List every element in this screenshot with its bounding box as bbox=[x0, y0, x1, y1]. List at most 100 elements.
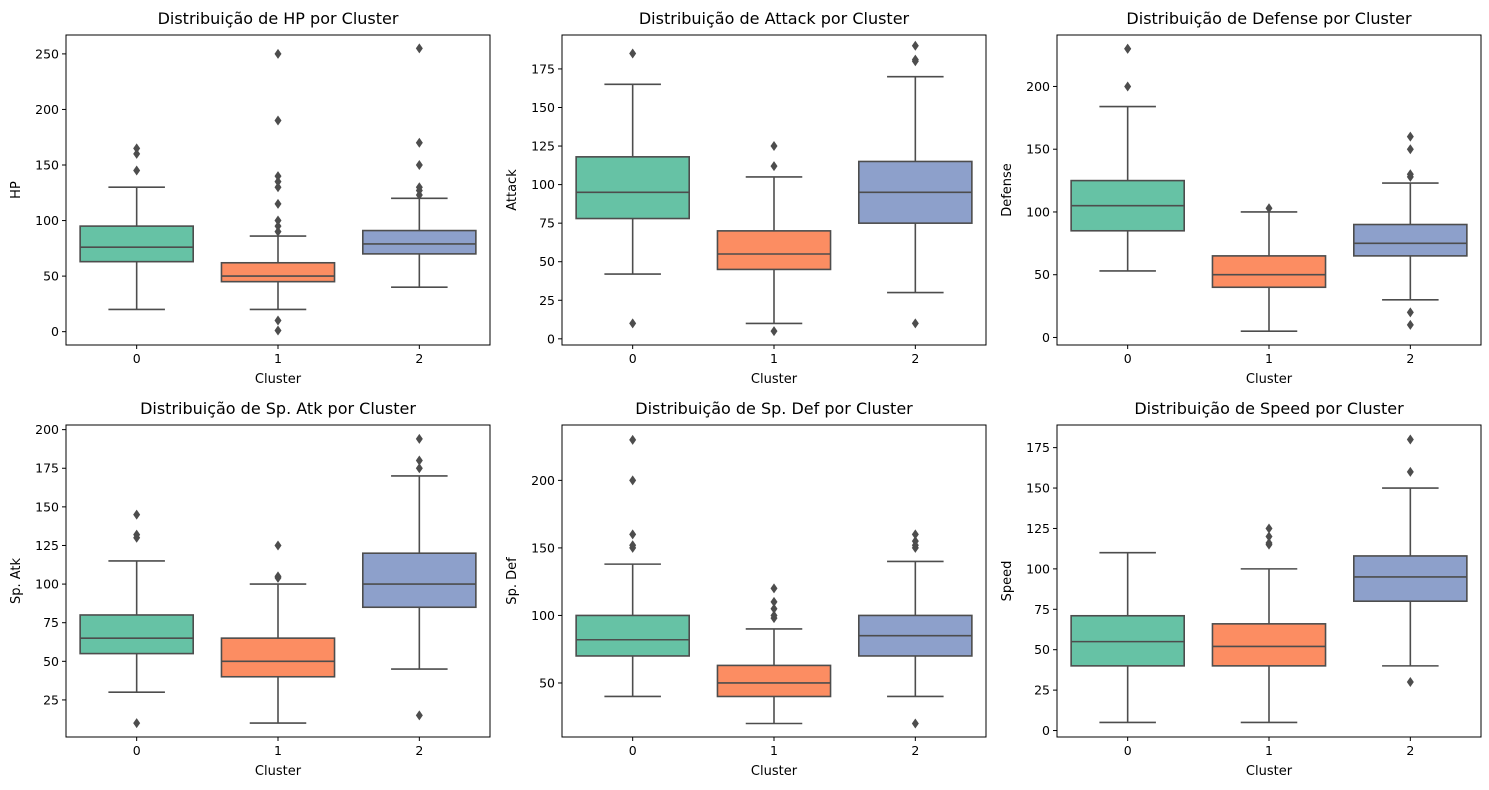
y-axis-label: Sp. Atk bbox=[9, 558, 24, 605]
y-tick-label: 100 bbox=[531, 608, 555, 623]
outlier-point bbox=[1406, 131, 1414, 142]
y-tick-label: 125 bbox=[531, 139, 555, 154]
y-tick-label: 200 bbox=[35, 102, 59, 117]
box-cluster-2 bbox=[1353, 434, 1468, 688]
chart-title: Distribuição de Defense por Cluster bbox=[1126, 9, 1412, 28]
chart-title: Distribuição de Speed por Cluster bbox=[1134, 399, 1404, 418]
x-axis-label: Cluster bbox=[255, 764, 302, 779]
outlier-point bbox=[133, 509, 141, 520]
y-tick-label: 75 bbox=[1034, 602, 1050, 617]
x-tick-label: 2 bbox=[911, 351, 919, 366]
y-tick-label: 50 bbox=[43, 269, 59, 284]
box-iqr bbox=[716, 230, 832, 271]
outlier-point bbox=[629, 529, 637, 540]
subplot-0: Distribuição de HP por Cluster 0 50 100 150 2… bbox=[9, 9, 491, 387]
y-tick-label: 175 bbox=[1026, 440, 1050, 455]
y-tick-label: 0 bbox=[51, 324, 59, 339]
x-tick-label: 2 bbox=[415, 743, 423, 758]
y-tick-label: 150 bbox=[35, 499, 59, 514]
outlier-point bbox=[415, 43, 423, 54]
x-tick-label: 1 bbox=[770, 743, 778, 758]
y-tick-label: 100 bbox=[531, 177, 555, 192]
y-tick-label: 50 bbox=[1034, 267, 1050, 282]
axes-frame bbox=[1056, 424, 1482, 738]
y-tick-label: 175 bbox=[35, 461, 59, 476]
box-cluster-1 bbox=[1211, 203, 1327, 332]
outlier-point bbox=[415, 137, 423, 148]
subplot-1: Distribuição de Attack por Cluster 0 25 50 7… bbox=[505, 9, 987, 387]
x-tick-label: 0 bbox=[1124, 743, 1132, 758]
outlier-point bbox=[274, 48, 282, 59]
outlier-point bbox=[274, 182, 282, 193]
y-tick-label: 250 bbox=[35, 46, 59, 61]
outlier-point bbox=[1124, 81, 1132, 92]
y-tick-label: 0 bbox=[547, 331, 555, 346]
outlier-point bbox=[1406, 677, 1414, 688]
y-tick-label: 100 bbox=[1026, 204, 1050, 219]
box-iqr bbox=[1211, 255, 1327, 289]
box-cluster-2 bbox=[1353, 131, 1468, 330]
axes-frame bbox=[561, 34, 987, 346]
y-tick-label: 200 bbox=[1026, 79, 1050, 94]
box-cluster-0 bbox=[575, 434, 691, 698]
box-cluster-1 bbox=[716, 141, 832, 337]
outlier-point bbox=[415, 455, 423, 466]
x-tick-label: 0 bbox=[1124, 351, 1132, 366]
subplot-4: Distribuição de Sp. Def por Cluster 50 100… bbox=[505, 399, 987, 779]
x-tick-label: 0 bbox=[629, 743, 637, 758]
x-axis-label: Cluster bbox=[751, 372, 798, 387]
outlier-point bbox=[1406, 144, 1414, 155]
outlier-point bbox=[274, 226, 282, 237]
box-iqr bbox=[575, 156, 691, 220]
subplot-5: Distribuição de Speed por Cluster 0 25 50 75… bbox=[1000, 399, 1482, 779]
outlier-point bbox=[1406, 169, 1414, 180]
outlier-point bbox=[1406, 434, 1414, 445]
outlier-point bbox=[274, 221, 282, 232]
x-axis-label: Cluster bbox=[1246, 764, 1293, 779]
y-tick-label: 25 bbox=[43, 692, 59, 707]
y-tick-label: 100 bbox=[35, 213, 59, 228]
y-tick-label: 50 bbox=[43, 654, 59, 669]
x-tick-label: 0 bbox=[629, 351, 637, 366]
x-axis-label: Cluster bbox=[1246, 372, 1293, 387]
x-tick-label: 1 bbox=[770, 351, 778, 366]
y-tick-label: 150 bbox=[1026, 481, 1050, 496]
y-tick-label: 75 bbox=[539, 216, 555, 231]
y-tick-label: 200 bbox=[531, 473, 555, 488]
outlier-point bbox=[911, 54, 919, 65]
outlier-point bbox=[1265, 538, 1273, 549]
box-iqr bbox=[220, 637, 336, 678]
outlier-point bbox=[770, 603, 778, 614]
y-tick-label: 100 bbox=[35, 577, 59, 592]
x-tick-label: 1 bbox=[274, 743, 282, 758]
outlier-point bbox=[629, 540, 637, 551]
outlier-point bbox=[274, 325, 282, 336]
chart-title: Distribuição de Sp. Atk por Cluster bbox=[140, 399, 416, 418]
chart-title: Distribuição de HP por Cluster bbox=[158, 9, 399, 28]
y-tick-label: 25 bbox=[1034, 683, 1050, 698]
outlier-point bbox=[274, 115, 282, 126]
outlier-point bbox=[274, 176, 282, 187]
box-cluster-0 bbox=[1070, 43, 1185, 272]
y-tick-label: 150 bbox=[531, 540, 555, 555]
outlier-point bbox=[770, 596, 778, 607]
outlier-point bbox=[770, 583, 778, 594]
outlier-point bbox=[911, 529, 919, 540]
box-iqr bbox=[716, 664, 832, 698]
x-tick-label: 1 bbox=[274, 351, 282, 366]
outlier-point bbox=[770, 326, 778, 337]
box-cluster-0 bbox=[1070, 551, 1185, 724]
x-tick-label: 2 bbox=[1406, 743, 1414, 758]
outlier-point bbox=[274, 198, 282, 209]
subplot-3: Distribuição de Sp. Atk por Cluster 25 50 7… bbox=[9, 399, 491, 779]
x-tick-label: 1 bbox=[1265, 743, 1273, 758]
outlier-point bbox=[133, 165, 141, 176]
box-cluster-1 bbox=[220, 48, 336, 336]
outlier-point bbox=[911, 318, 919, 329]
y-tick-label: 200 bbox=[35, 422, 59, 437]
outlier-point bbox=[770, 161, 778, 172]
box-iqr bbox=[79, 614, 194, 655]
y-tick-label: 50 bbox=[539, 675, 555, 690]
y-axis-label: Defense bbox=[1000, 163, 1015, 217]
